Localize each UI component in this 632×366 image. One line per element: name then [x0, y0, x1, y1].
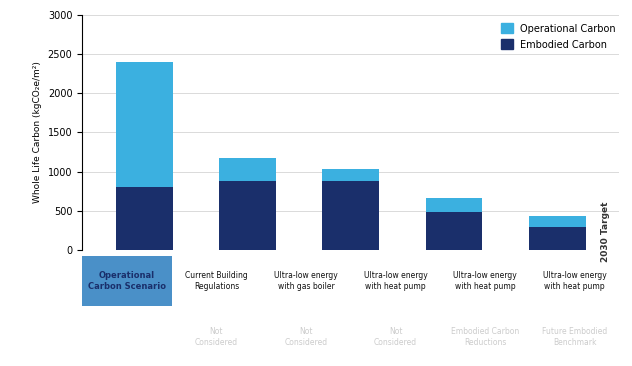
- Text: Ultra-low energy
with heat pump: Ultra-low energy with heat pump: [453, 271, 517, 291]
- Text: Ultra-low energy
with heat pump: Ultra-low energy with heat pump: [363, 271, 427, 291]
- Text: Ultra-low energy
with heat pump: Ultra-low energy with heat pump: [543, 271, 607, 291]
- Text: Operational
Carbon Scenario: Operational Carbon Scenario: [88, 271, 166, 291]
- Text: Embodied
Carbon Scenario: Embodied Carbon Scenario: [88, 328, 166, 347]
- Bar: [529, 227, 586, 250]
- Bar: [322, 169, 379, 181]
- Bar: [116, 62, 173, 187]
- Text: Not
Considered: Not Considered: [284, 328, 327, 347]
- Text: Ultra-low energy
with gas boiler: Ultra-low energy with gas boiler: [274, 271, 338, 291]
- Bar: [426, 198, 482, 212]
- Text: Not
Considered: Not Considered: [195, 328, 238, 347]
- Legend: Operational Carbon, Embodied Carbon: Operational Carbon, Embodied Carbon: [497, 19, 620, 54]
- Text: Not
Considered: Not Considered: [374, 328, 417, 347]
- Bar: [116, 187, 173, 250]
- Text: 2030 Target: 2030 Target: [601, 201, 610, 262]
- Y-axis label: Whole Life Carbon (kgCO₂e/m²): Whole Life Carbon (kgCO₂e/m²): [33, 61, 42, 203]
- Bar: [426, 212, 482, 250]
- Bar: [529, 216, 586, 227]
- FancyBboxPatch shape: [82, 256, 172, 306]
- Bar: [219, 181, 276, 250]
- Bar: [322, 181, 379, 250]
- Text: Embodied Carbon
Reductions: Embodied Carbon Reductions: [451, 328, 519, 347]
- Text: Future Embodied
Benchmark: Future Embodied Benchmark: [542, 328, 607, 347]
- Bar: [219, 157, 276, 181]
- Text: Current Building
Regulations: Current Building Regulations: [185, 271, 248, 291]
